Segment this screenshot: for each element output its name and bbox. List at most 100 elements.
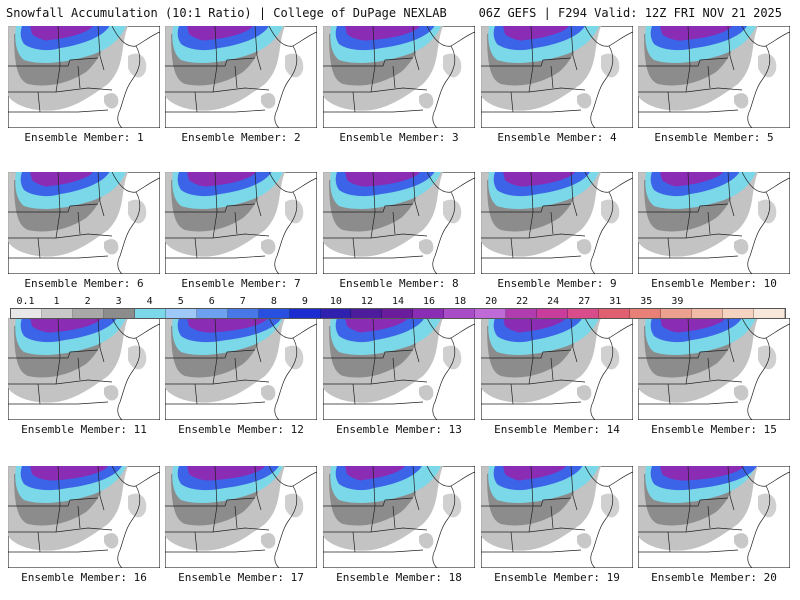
- state-border: [638, 497, 729, 507]
- snow-purple-area: [345, 318, 408, 333]
- state-border: [268, 318, 298, 420]
- ensemble-panel: Ensemble Member: 16: [8, 466, 160, 584]
- colorbar-label: 9: [301, 296, 308, 307]
- snow-patch-area: [577, 93, 592, 109]
- state-border: [165, 349, 256, 359]
- panel-label: Ensemble Member: 3: [339, 131, 459, 144]
- snow-patch-area: [443, 199, 462, 224]
- snowfall-map: [165, 466, 317, 568]
- snowfall-map: [638, 172, 790, 274]
- state-border: [323, 527, 428, 533]
- state-border: [323, 203, 414, 213]
- state-border: [608, 323, 633, 339]
- state-border: [165, 255, 266, 259]
- state-border: [370, 466, 376, 533]
- state-border: [608, 31, 633, 47]
- panel-label: Ensemble Member: 11: [21, 423, 147, 436]
- colorbar-label: 7: [239, 296, 246, 307]
- state-border: [584, 26, 614, 128]
- state-border: [638, 109, 739, 113]
- snowfall-map: [323, 26, 475, 128]
- state-border: [135, 323, 160, 339]
- state-border: [570, 26, 578, 71]
- state-border: [392, 505, 396, 529]
- snowfall-map: [638, 26, 790, 128]
- ensemble-panel: Ensemble Member: 10: [638, 172, 790, 290]
- state-border: [234, 505, 238, 529]
- state-border: [685, 172, 691, 239]
- state-border: [165, 87, 270, 93]
- state-border: [268, 26, 298, 128]
- colorbar-label: 31: [609, 296, 622, 307]
- ensemble-panel: Ensemble Member: 19: [481, 466, 633, 584]
- state-border: [234, 211, 238, 235]
- state-border: [450, 31, 475, 47]
- state-border: [111, 318, 141, 420]
- ensemble-panel: Ensemble Member: 5: [638, 26, 790, 144]
- state-border: [510, 237, 514, 259]
- state-border: [481, 203, 572, 213]
- state-border: [268, 466, 298, 568]
- colorbar-swatch: [506, 309, 538, 318]
- state-border: [426, 26, 456, 128]
- chart-title: Snowfall Accumulation (10:1 Ratio) | Col…: [6, 6, 447, 20]
- snow-patch-area: [104, 239, 119, 255]
- snow-purple-area: [660, 26, 732, 41]
- state-border: [667, 237, 671, 259]
- state-border: [481, 349, 572, 359]
- colorbar-swatch: [103, 309, 135, 318]
- ensemble-panel: Ensemble Member: 6: [8, 172, 160, 290]
- colorbar-label: 6: [208, 296, 215, 307]
- state-border: [292, 471, 317, 487]
- state-border: [685, 466, 691, 533]
- panel-label: Ensemble Member: 12: [178, 423, 304, 436]
- panel-label: Ensemble Member: 20: [651, 571, 777, 584]
- state-border: [8, 233, 113, 239]
- state-border: [638, 349, 729, 359]
- colorbar-swatch: [351, 309, 383, 318]
- colorbar-label: 5: [177, 296, 184, 307]
- state-border: [570, 318, 578, 363]
- state-border: [194, 383, 198, 405]
- snowfall-map: [323, 466, 475, 568]
- snow-patch-area: [443, 53, 462, 78]
- colorbar-label: 20: [485, 296, 498, 307]
- state-border: [528, 466, 534, 533]
- colorbar-swatch: [475, 309, 507, 318]
- state-border: [111, 466, 141, 568]
- state-border: [570, 172, 578, 217]
- state-border: [8, 57, 99, 67]
- state-border: [212, 172, 218, 239]
- snow-purple-area: [660, 466, 744, 481]
- panel-label: Ensemble Member: 18: [336, 571, 462, 584]
- snowfall-map: [638, 466, 790, 568]
- state-border: [292, 177, 317, 193]
- colorbar-swatch: [41, 309, 73, 318]
- state-border: [667, 91, 671, 113]
- snow-patch-area: [419, 385, 434, 401]
- state-border: [528, 172, 534, 239]
- colorbar-swatch: [134, 309, 166, 318]
- state-border: [165, 527, 270, 533]
- snow-patch-area: [601, 199, 620, 224]
- state-border: [638, 57, 729, 67]
- snowfall-map: [8, 318, 160, 420]
- state-border: [765, 471, 790, 487]
- state-border: [165, 203, 256, 213]
- state-border: [165, 233, 270, 239]
- colorbar-swatch: [227, 309, 259, 318]
- snowfall-map: [481, 466, 633, 568]
- panel-label: Ensemble Member: 9: [497, 277, 617, 290]
- state-border: [741, 318, 771, 420]
- state-border: [450, 177, 475, 193]
- state-border: [37, 91, 41, 113]
- colorbar-swatch: [537, 309, 569, 318]
- snow-purple-area: [660, 172, 723, 187]
- colorbar-label: 4: [146, 296, 153, 307]
- snowfall-map: [323, 172, 475, 274]
- snow-patch-area: [261, 533, 276, 549]
- snow-purple-area: [30, 26, 93, 41]
- panel-label: Ensemble Member: 10: [651, 277, 777, 290]
- state-border: [584, 318, 614, 420]
- snow-patch-area: [285, 493, 304, 518]
